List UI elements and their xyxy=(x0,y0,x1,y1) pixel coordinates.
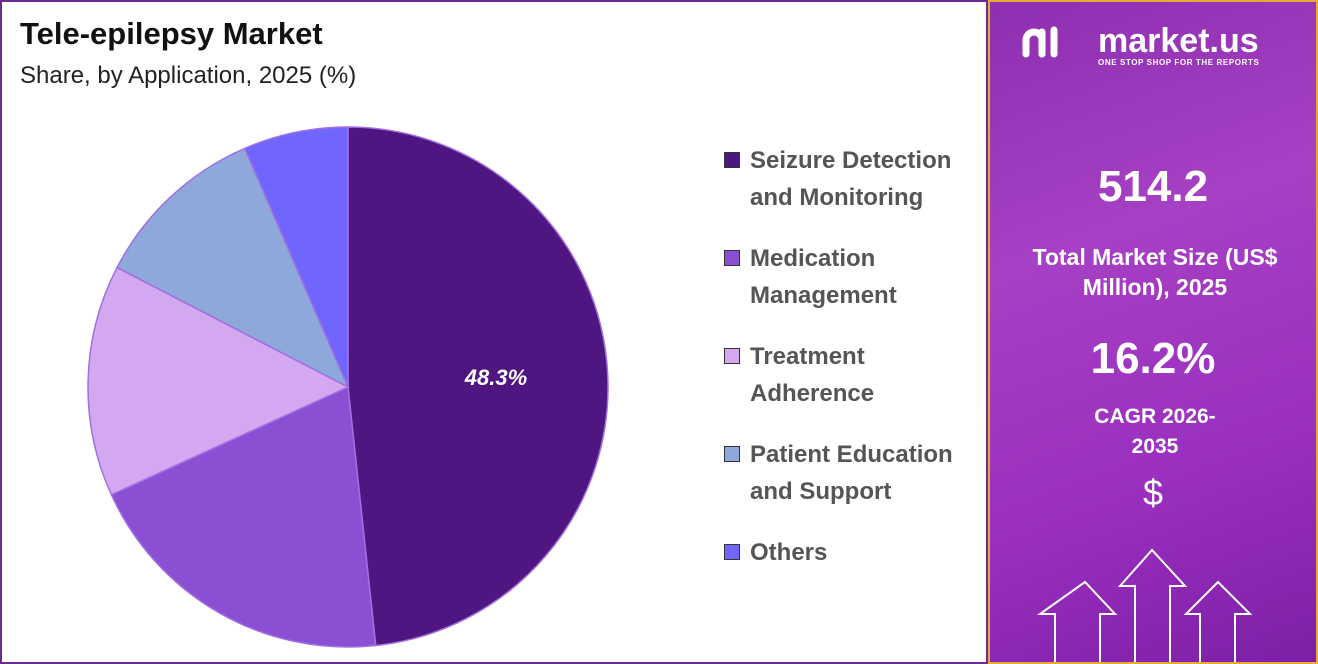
market-size: 514.2 xyxy=(1097,162,1209,211)
pie-slice xyxy=(87,266,350,496)
chart-title: Tele-epilepsy Market xyxy=(20,16,323,51)
cagr-label: CAGR 2026-2035 xyxy=(1094,405,1216,458)
pie-slice xyxy=(116,147,350,389)
legend-item: Others xyxy=(724,534,974,571)
legend-label: Treatment Adherence xyxy=(750,343,875,407)
legend-item: Treatment Adherence xyxy=(724,338,974,412)
pie-slice xyxy=(243,126,349,388)
chart-subtitle: Share, by Application, 2025 (%) xyxy=(20,62,357,89)
legend-label: Patient Education and Support xyxy=(750,441,953,505)
tagline: ONE STOP SHOP FOR THE REPORTS xyxy=(1098,58,1260,67)
legend-item: Seizure Detection and Monitoring xyxy=(724,142,974,216)
legend-item: Patient Education and Support xyxy=(724,436,974,510)
side-panel: market.us ONE STOP SHOP FOR THE REPORTS … xyxy=(988,0,1318,664)
legend-label: Others xyxy=(750,539,828,566)
arrows xyxy=(1036,548,1253,662)
pie: 48.3% xyxy=(87,126,609,648)
chart-area: Tele-epilepsy Market Share, by Applicati… xyxy=(0,0,988,664)
legend-swatch xyxy=(724,152,740,168)
decoration xyxy=(1022,26,1253,662)
currency-symbol: $ xyxy=(1142,472,1164,513)
legend-swatch xyxy=(724,348,740,364)
legend-item: Medication Management xyxy=(724,240,974,314)
cagr: 16.2% xyxy=(1090,334,1216,383)
data-label: 48.3% xyxy=(464,365,527,390)
pie-slice xyxy=(110,385,377,648)
logo-icon xyxy=(1022,26,1058,58)
legend: Seizure Detection and Monitoring Medicati… xyxy=(724,142,974,595)
market-size-label: Total Market Size (US$ Million), 2025 xyxy=(1032,244,1278,300)
brand: market.us xyxy=(1098,22,1259,60)
legend-label: Seizure Detection and Monitoring xyxy=(750,147,952,211)
legend-label: Medication Management xyxy=(750,245,897,309)
legend-swatch xyxy=(724,446,740,462)
legend-swatch xyxy=(724,544,740,560)
pie-slice xyxy=(347,126,609,647)
legend-swatch xyxy=(724,250,740,266)
